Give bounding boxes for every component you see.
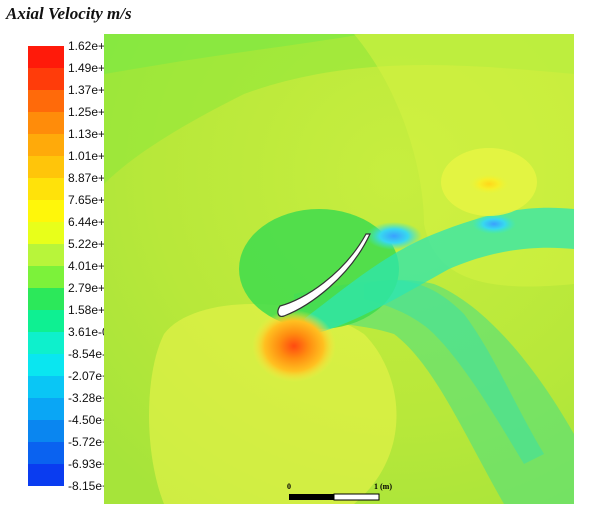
contour-plot: 0 1 (m) xyxy=(104,34,574,504)
legend-swatch xyxy=(28,222,64,244)
legend-swatch xyxy=(28,156,64,178)
legend-swatch xyxy=(28,112,64,134)
legend-label: 3.61e-01 xyxy=(68,325,116,339)
blue-low-velocity-spot xyxy=(366,222,422,250)
wake-region xyxy=(294,279,574,504)
high-velocity-spot xyxy=(252,310,336,382)
yellow-bubble-core xyxy=(469,174,509,194)
legend-swatch xyxy=(28,332,64,354)
blade-profile xyxy=(277,233,371,317)
legend-swatch xyxy=(28,288,64,310)
legend-swatch xyxy=(28,68,64,90)
legend-swatch xyxy=(28,178,64,200)
cyan-stream xyxy=(304,207,574,334)
legend-swatch xyxy=(28,90,64,112)
scale-bar-start-label: 0 xyxy=(287,482,291,491)
legend-swatch xyxy=(28,46,64,68)
legend-swatch xyxy=(28,134,64,156)
legend-swatch xyxy=(28,442,64,464)
legend-swatch xyxy=(28,244,64,266)
legend-swatch xyxy=(28,200,64,222)
green-band-region xyxy=(104,34,574,184)
legend-row: 3.61e-01 xyxy=(28,325,168,354)
legend-swatch xyxy=(28,464,64,486)
legend-swatch xyxy=(28,266,64,288)
scale-bar: 0 1 (m) xyxy=(287,482,392,501)
legend-swatch xyxy=(28,376,64,398)
scale-bar-end-label: 1 (m) xyxy=(374,482,392,491)
legend-swatch xyxy=(28,398,64,420)
legend-swatch xyxy=(28,354,64,376)
green-top-region xyxy=(104,34,364,74)
legend-swatch xyxy=(28,420,64,442)
wake-core-region xyxy=(364,280,544,464)
plot-title: Axial Velocity m/s xyxy=(6,4,132,23)
legend-swatch xyxy=(28,310,64,332)
blue-low-velocity-spot xyxy=(472,214,516,234)
